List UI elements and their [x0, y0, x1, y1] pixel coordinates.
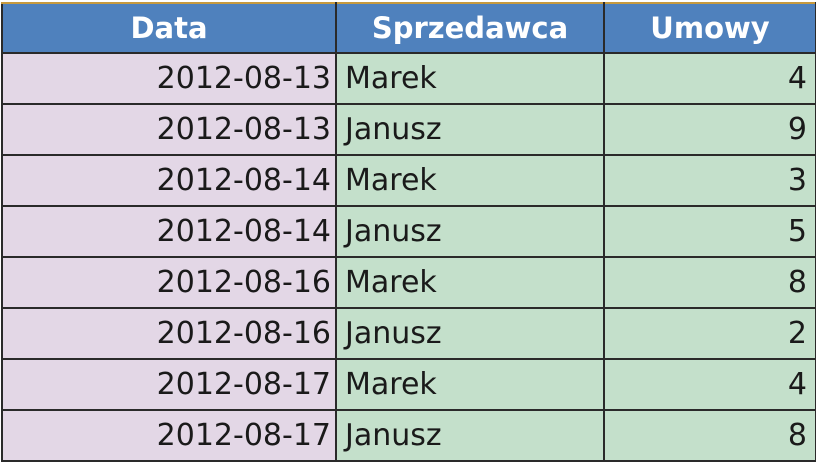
deals-cell[interactable]: 3 [603, 154, 816, 207]
table-row: 2012-08-17 Marek 4 [1, 358, 816, 411]
date-cell[interactable]: 2012-08-13 [1, 103, 337, 156]
seller-cell[interactable]: Marek [335, 52, 605, 105]
deals-cell[interactable]: 8 [603, 256, 816, 309]
table-row: 2012-08-13 Marek 4 [1, 52, 816, 105]
seller-cell[interactable]: Janusz [335, 103, 605, 156]
header-deals[interactable]: Umowy [603, 2, 816, 54]
deals-cell[interactable]: 9 [603, 103, 816, 156]
header-seller[interactable]: Sprzedawca [335, 2, 605, 54]
seller-cell[interactable]: Janusz [335, 205, 605, 258]
deals-cell[interactable]: 8 [603, 409, 816, 462]
deals-cell[interactable]: 5 [603, 205, 816, 258]
date-cell[interactable]: 2012-08-17 [1, 409, 337, 462]
date-cell[interactable]: 2012-08-14 [1, 154, 337, 207]
table-row: 2012-08-14 Marek 3 [1, 154, 816, 207]
date-cell[interactable]: 2012-08-17 [1, 358, 337, 411]
seller-cell[interactable]: Janusz [335, 307, 605, 360]
date-cell[interactable]: 2012-08-16 [1, 256, 337, 309]
deals-cell[interactable]: 4 [603, 52, 816, 105]
table-row: 2012-08-14 Janusz 5 [1, 205, 816, 258]
date-cell[interactable]: 2012-08-16 [1, 307, 337, 360]
header-row: Data Sprzedawca Umowy [1, 2, 816, 54]
seller-cell[interactable]: Marek [335, 256, 605, 309]
deals-cell[interactable]: 2 [603, 307, 816, 360]
table-row: 2012-08-13 Janusz 9 [1, 103, 816, 156]
date-cell[interactable]: 2012-08-14 [1, 205, 337, 258]
seller-cell[interactable]: Marek [335, 358, 605, 411]
header-date[interactable]: Data [1, 2, 337, 54]
table-row: 2012-08-16 Marek 8 [1, 256, 816, 309]
seller-cell[interactable]: Janusz [335, 409, 605, 462]
date-cell[interactable]: 2012-08-13 [1, 52, 337, 105]
table-row: 2012-08-17 Janusz 8 [1, 409, 816, 462]
seller-cell[interactable]: Marek [335, 154, 605, 207]
table-row: 2012-08-16 Janusz 2 [1, 307, 816, 360]
deals-cell[interactable]: 4 [603, 358, 816, 411]
